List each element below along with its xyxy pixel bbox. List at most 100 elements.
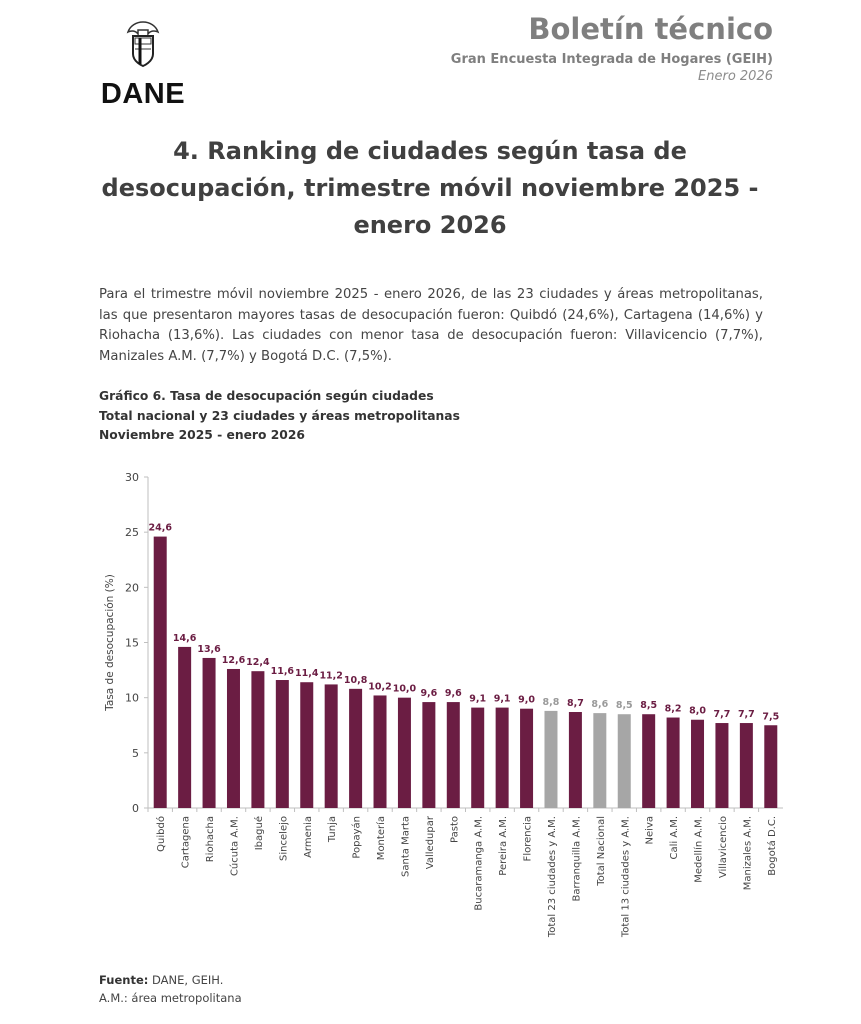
bar <box>617 714 631 808</box>
data-label: 8,2 <box>665 704 682 715</box>
category-label: Barranquilla A.M. <box>571 816 582 901</box>
category-label: Cali A.M. <box>669 816 680 860</box>
data-label: 12,6 <box>222 655 246 666</box>
dane-logo: DANE <box>98 18 188 111</box>
data-label: 10,8 <box>344 675 368 686</box>
bar <box>349 688 363 808</box>
data-label: 7,5 <box>762 711 779 722</box>
data-label: 8,6 <box>591 699 608 710</box>
y-tick-label: 10 <box>125 692 139 705</box>
category-label: Bucaramanga A.M. <box>474 816 485 911</box>
y-axis-title: Tasa de desocupación (%) <box>104 574 116 712</box>
y-tick-label: 30 <box>125 471 139 484</box>
category-label: Pasto <box>449 816 460 843</box>
report-header: Boletín técnico Gran Encuesta Integrada … <box>451 12 773 84</box>
source-text: DANE, GEIH. <box>148 973 224 987</box>
category-label: Total 13 ciudades y A.M. <box>620 816 631 938</box>
abbreviation-note: A.M.: área metropolitana <box>99 991 242 1005</box>
data-label: 9,0 <box>518 695 535 706</box>
category-label: Medellín A.M. <box>693 816 705 883</box>
data-label: 8,8 <box>543 697 560 708</box>
category-label: Cúcuta A.M. <box>228 816 240 876</box>
bar <box>666 717 680 808</box>
category-label: Valledupar <box>425 815 436 869</box>
data-label: 11,6 <box>271 666 295 677</box>
report-date: Enero 2026 <box>698 69 773 84</box>
logo-text: DANE <box>100 78 186 110</box>
category-label: Florencia <box>523 816 534 861</box>
footer: Fuente: DANE, GEIH. A.M.: área metropoli… <box>99 971 242 1007</box>
bar <box>471 707 485 808</box>
category-label: Villavicencio <box>718 816 729 878</box>
data-label: 12,4 <box>246 657 270 668</box>
bar <box>739 723 753 808</box>
y-tick-label: 5 <box>132 747 139 760</box>
category-label: Total Nacional <box>596 816 607 887</box>
data-label: 9,6 <box>445 688 462 699</box>
category-label: Armenia <box>303 816 314 858</box>
data-label: 24,6 <box>148 523 172 534</box>
bar <box>715 723 729 808</box>
category-label: Popayán <box>351 816 363 859</box>
bar <box>300 682 314 808</box>
report-title: Boletín técnico <box>528 12 773 46</box>
bar <box>520 708 534 808</box>
bar <box>275 680 289 808</box>
data-label: 14,6 <box>173 633 197 644</box>
bar <box>568 712 582 808</box>
bar <box>324 684 338 808</box>
y-tick-label: 25 <box>125 526 139 539</box>
category-label: Montería <box>375 816 387 860</box>
data-label: 7,7 <box>738 709 755 720</box>
data-label: 8,5 <box>640 700 657 711</box>
y-tick-label: 0 <box>132 802 139 815</box>
category-label: Pereira A.M. <box>498 816 509 876</box>
bar <box>202 657 216 808</box>
bar <box>397 697 411 808</box>
bar <box>422 702 436 808</box>
bar <box>691 719 705 808</box>
data-label: 8,5 <box>616 700 633 711</box>
bar <box>764 725 778 808</box>
data-label: 8,7 <box>567 698 584 709</box>
data-label: 10,2 <box>368 681 391 692</box>
category-label: Ibagué <box>253 816 265 850</box>
category-label: Cartagena <box>181 816 192 868</box>
summary-paragraph: Para el trimestre móvil noviembre 2025 -… <box>99 287 763 364</box>
data-label: 7,7 <box>714 709 731 720</box>
bar <box>642 714 656 808</box>
chart-caption-title: Gráfico 6. Tasa de desocupación según ci… <box>99 389 434 403</box>
category-label: Riohacha <box>205 816 216 862</box>
category-label: Santa Marta <box>400 816 411 877</box>
bar <box>373 695 387 808</box>
data-label: 13,6 <box>197 644 221 655</box>
chart-caption: Gráfico 6. Tasa de desocupación según ci… <box>99 387 460 446</box>
category-label: Tunja <box>327 816 338 843</box>
data-label: 11,2 <box>319 670 342 681</box>
bar <box>495 707 509 808</box>
section-title: 4. Ranking de ciudades según tasa de des… <box>101 137 759 239</box>
chart-caption-scope: Total nacional y 23 ciudades y áreas met… <box>99 408 460 423</box>
bar <box>593 713 607 808</box>
y-tick-label: 15 <box>125 637 139 650</box>
category-label: Quibdó <box>155 816 167 852</box>
y-tick-label: 20 <box>125 581 139 594</box>
data-label: 10,0 <box>393 684 417 695</box>
category-label: Manizales A.M. <box>742 816 753 890</box>
bar <box>544 710 558 808</box>
bar <box>251 671 265 808</box>
bar-chart: 0 5 10 15 20 25 30 Tasa de desocupación (%) 24,6… <box>104 471 783 938</box>
coat-of-arms-icon <box>126 21 160 68</box>
category-label: Sincelejo <box>278 816 289 861</box>
category-label: Bogotá D.C. <box>766 816 778 876</box>
source-label: Fuente: <box>99 973 149 987</box>
chart-caption-period: Noviembre 2025 - enero 2026 <box>99 428 305 442</box>
bar <box>178 646 192 808</box>
data-label: 8,0 <box>689 706 706 717</box>
bar <box>446 702 460 808</box>
bar <box>153 536 167 808</box>
data-label: 9,6 <box>420 688 437 699</box>
bar <box>226 668 240 808</box>
data-label: 9,1 <box>469 694 486 705</box>
report-subtitle: Gran Encuesta Integrada de Hogares (GEIH… <box>450 52 773 67</box>
